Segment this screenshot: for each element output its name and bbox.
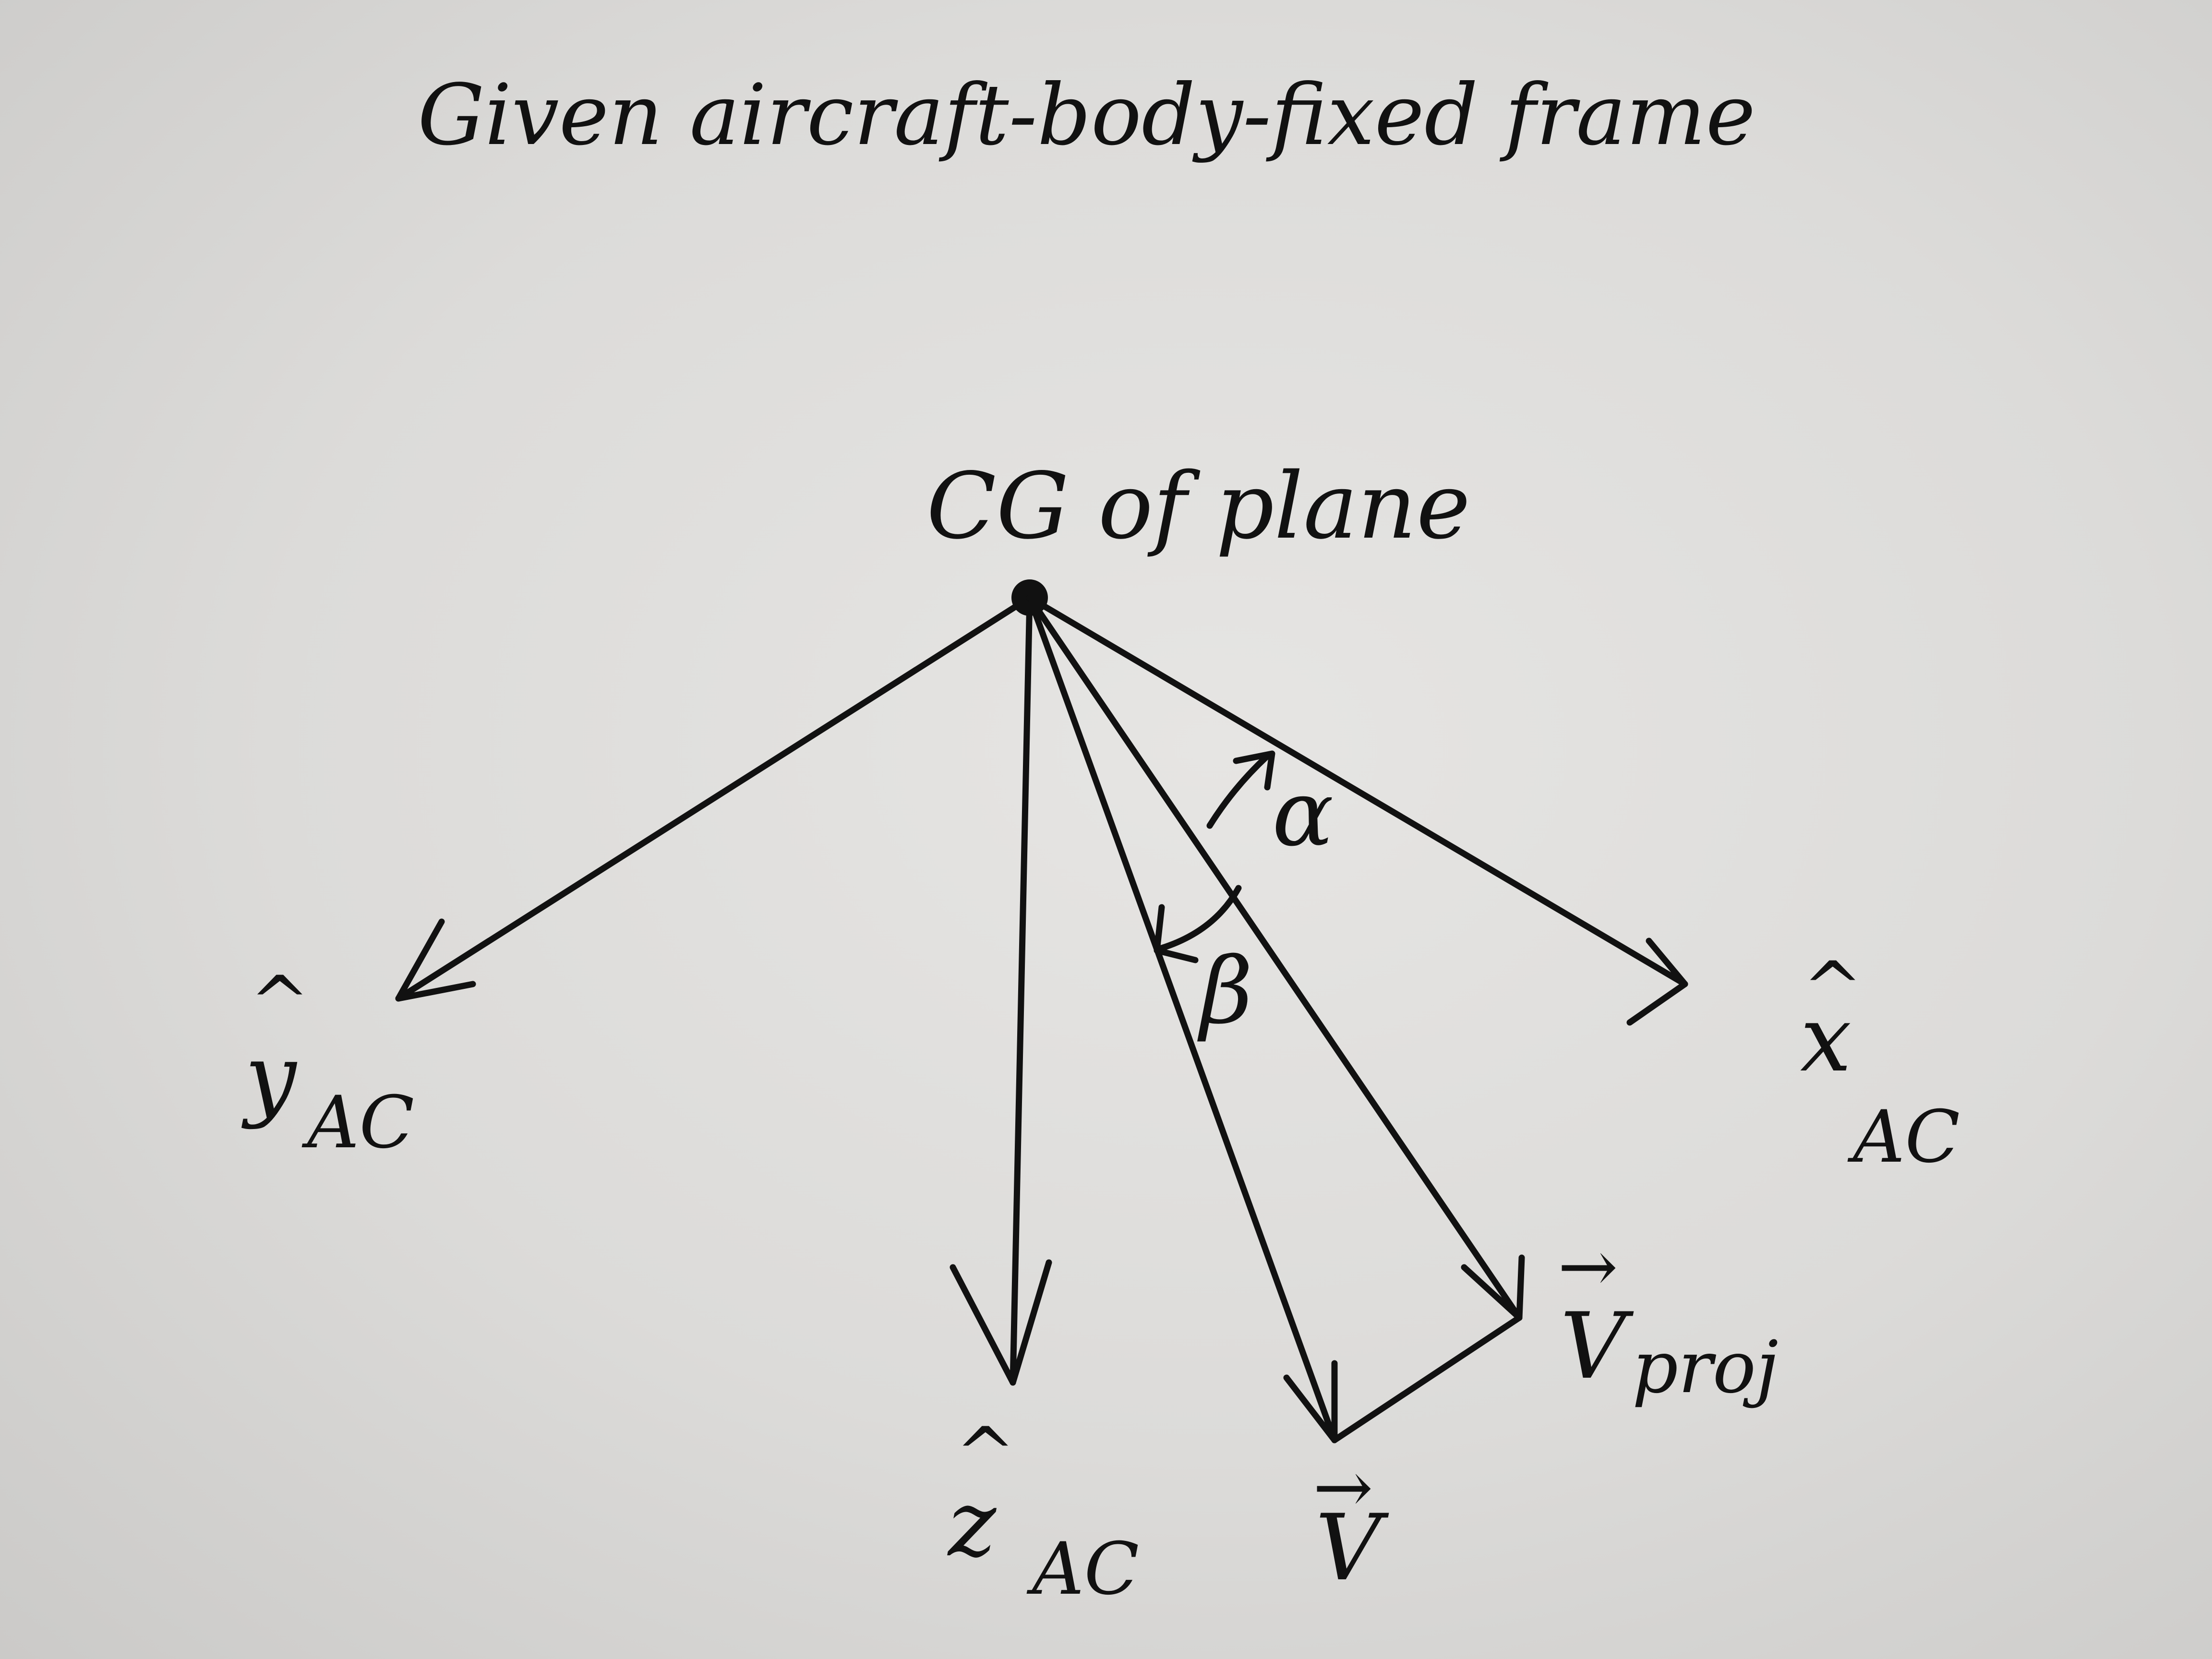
svg-text:→: → <box>1558 1225 1618 1309</box>
svg-text:z: z <box>947 1471 997 1577</box>
svg-text:proj: proj <box>1632 1326 1779 1409</box>
z-axis-label: ^ z AC <box>947 1412 1139 1611</box>
alpha-label: α <box>1272 760 1334 866</box>
y-axis-arrow <box>395 594 1033 1002</box>
svg-text:V: V <box>1560 1293 1634 1399</box>
beta-label: β <box>1197 938 1253 1044</box>
svg-text:x: x <box>1800 986 1851 1092</box>
z-axis-arrow <box>950 594 1052 1386</box>
x-axis-arrow <box>1026 594 1688 1026</box>
x-axis-label: ^ x AC <box>1800 947 1960 1179</box>
svg-text:^: ^ <box>250 961 310 1045</box>
svg-text:AC: AC <box>1847 1095 1960 1179</box>
svg-text:^: ^ <box>1803 947 1863 1030</box>
svg-text:AC: AC <box>301 1081 414 1165</box>
diagram-title: Given aircraft-body-fixed frame <box>418 67 1755 164</box>
y-axis-label: ^ y AC <box>241 961 414 1165</box>
velocity-vector-arrow <box>1026 594 1338 1443</box>
velocity-projection-arrow <box>1026 594 1525 1321</box>
svg-text:→: → <box>1313 1446 1373 1529</box>
alpha-angle-arc <box>1206 750 1275 829</box>
svg-text:y: y <box>241 1024 298 1130</box>
beta-angle-arc <box>1154 885 1242 963</box>
projection-connector-line <box>1331 1314 1523 1443</box>
svg-text:V: V <box>1315 1495 1389 1601</box>
cg-label: CG of plane <box>926 453 1470 559</box>
svg-text:^: ^ <box>955 1412 1016 1496</box>
velocity-label: → V <box>1313 1446 1389 1601</box>
svg-text:AC: AC <box>1026 1527 1139 1611</box>
velocity-projection-label: → V proj <box>1558 1225 1779 1409</box>
